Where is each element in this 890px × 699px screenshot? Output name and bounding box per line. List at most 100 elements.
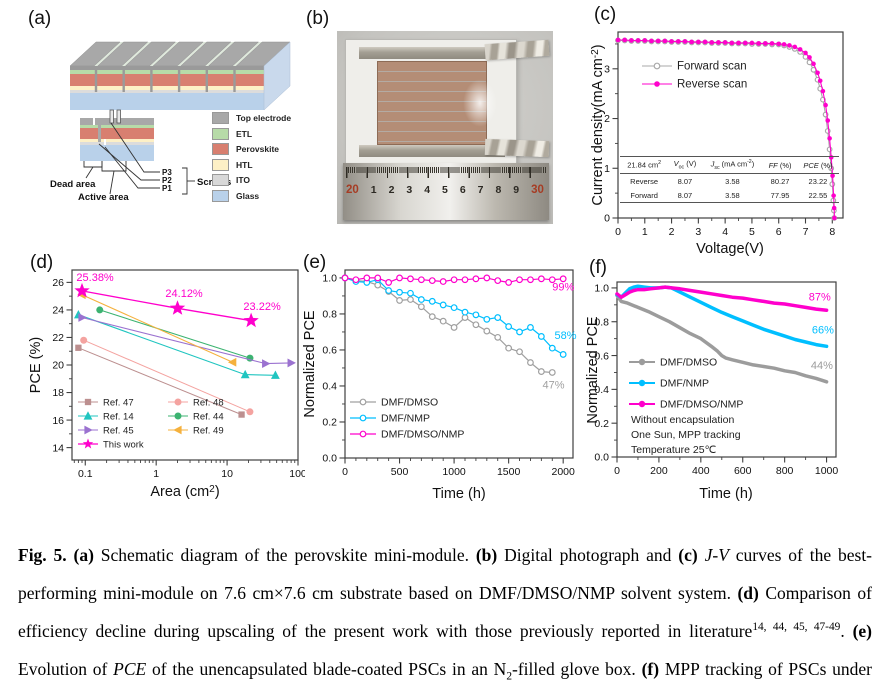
svg-text:20: 20 (52, 360, 64, 372)
panel-c-jv-chart: 0 1 2 3 4 5 6 7 8 0 1 2 3 Voltage(V) Current density(m… (590, 0, 890, 262)
svg-text:6: 6 (776, 226, 782, 238)
svg-text:25.38%: 25.38% (76, 272, 114, 284)
ruler-number: 9 (513, 184, 520, 196)
svg-text:500: 500 (391, 466, 409, 478)
jv-parameters-table: 21.84 cm2 Voc (V) Jsc (mA cm-2) FF (%) P… (620, 156, 839, 203)
p2-label: P2 (162, 176, 172, 185)
svg-text:0: 0 (615, 226, 621, 238)
svg-text:0.1: 0.1 (78, 468, 93, 480)
svg-text:0.0: 0.0 (322, 453, 337, 465)
top-foil-tab (484, 39, 550, 61)
panel-d-upscaling-chart: 0.1 1 10 100 14 16 18 20 22 24 26 Area (cm2) PCE (%)… (20, 250, 305, 508)
svg-text:3: 3 (604, 64, 610, 76)
layer-label: ITO (236, 175, 251, 185)
svg-text:Ref. 47: Ref. 47 (103, 398, 134, 409)
layer-color-swatch (212, 158, 229, 171)
svg-text:10: 10 (221, 468, 233, 480)
svg-text:3: 3 (695, 226, 701, 238)
stability-chart-svg: 0 500 1000 1500 2000 0.0 0.2 0.4 0.6 0.8 1.0 Time (… (302, 269, 577, 502)
layer-legend-item: Glass (212, 189, 291, 202)
jv-row-reverse: Reverse 8.07 3.58 80.27 23.22 (630, 176, 828, 186)
annotation-lines (83, 122, 195, 195)
panel-f-mpp-chart: 0 200 400 600 800 1000 0.0 0.2 0.4 0.6 0.8 1.0 Time … (585, 250, 890, 508)
layer-label: Glass (236, 190, 260, 201)
svg-text:1: 1 (153, 468, 159, 480)
layer-legend-item: Top electrode (212, 112, 291, 124)
svg-text:24: 24 (52, 305, 64, 317)
svg-text:DMF/DMSO/NMP: DMF/DMSO/NMP (381, 429, 464, 441)
jv-col-pce: PCE (%) (796, 156, 839, 174)
layer-label: Perovskite (236, 144, 279, 154)
note-line-2: One Sun, MPP tracking (631, 429, 741, 441)
svg-text:Forward scan: Forward scan (677, 61, 747, 73)
module-3d-schematic: Dead area Active area P3 P2 P1 Scribes (50, 41, 291, 203)
svg-text:Reverse scan: Reverse scan (677, 79, 747, 91)
ruler-number: 8 (495, 184, 502, 196)
ruler-number: 7 (477, 184, 484, 196)
svg-text:22: 22 (52, 332, 64, 344)
bottom-foil-tab (484, 138, 550, 158)
jv-col-jsc: Jsc (mA cm-2) (701, 156, 764, 174)
ruler-number: 1 (370, 184, 377, 196)
light-reflection (463, 79, 497, 127)
jv-chart-svg: 0 1 2 3 4 5 6 7 8 0 1 2 3 Voltage(V) Current density(m… (590, 31, 844, 257)
upscaling-chart-svg: 0.1 1 10 100 14 16 18 20 22 24 26 Area (cm2) PCE (%)… (28, 269, 305, 500)
top-contact-strip (359, 47, 505, 59)
panel-a: Dead area Active area P3 P2 P1 Scribes T… (14, 6, 306, 246)
scribe-lines (94, 68, 236, 92)
panel-e-stability-chart: 0 500 1000 1500 2000 0.0 0.2 0.4 0.6 0.8 1.0 Time (… (300, 250, 590, 508)
svg-text:1000: 1000 (442, 466, 466, 478)
svg-text:DMF/DMSO/NMP: DMF/DMSO/NMP (660, 399, 743, 411)
svg-text:44%: 44% (811, 360, 833, 372)
layer-label: ETL (236, 128, 253, 139)
svg-text:1500: 1500 (497, 466, 521, 478)
layer-label: Top electrode (236, 113, 292, 123)
layer-legend-item: Perovskite (212, 143, 291, 155)
svg-text:Voltage(V): Voltage(V) (696, 241, 764, 257)
cross-section-inset (80, 109, 154, 161)
svg-text:58%: 58% (554, 330, 576, 342)
svg-text:2000: 2000 (552, 466, 576, 478)
svg-text:18: 18 (52, 387, 64, 399)
layer-color-swatch (212, 174, 229, 186)
ruler-number: 30 (531, 184, 544, 196)
svg-text:16: 16 (52, 415, 64, 427)
panel-f-label: (f) (589, 257, 607, 278)
svg-text:This work: This work (103, 440, 144, 451)
layer-legend-item: ITO (212, 174, 291, 186)
svg-text:0: 0 (604, 213, 610, 225)
svg-text:DMF/NMP: DMF/NMP (660, 378, 709, 390)
layer-color-swatch (212, 112, 229, 124)
svg-text:2: 2 (669, 226, 675, 238)
svg-text:0.4: 0.4 (594, 384, 609, 396)
svg-text:Time (h): Time (h) (699, 486, 752, 502)
ruler-number: 5 (442, 184, 448, 196)
svg-text:400: 400 (692, 465, 710, 477)
mpp-conditions-note: Without encapsulation One Sun, MPP track… (631, 413, 741, 458)
layer-legend-item: ETL (212, 127, 291, 140)
dead-area-label: Dead area (50, 179, 96, 190)
svg-text:Time (h): Time (h) (432, 486, 485, 502)
svg-text:1: 1 (604, 163, 610, 175)
svg-text:Normalized PCE: Normalized PCE (302, 310, 318, 417)
module-side-face (263, 41, 291, 111)
svg-text:2: 2 (604, 113, 610, 125)
module-front-layers (70, 66, 264, 110)
svg-text:0.4: 0.4 (322, 381, 337, 393)
svg-text:23.22%: 23.22% (243, 301, 281, 313)
svg-text:14: 14 (52, 442, 64, 454)
svg-text:0.6: 0.6 (322, 345, 337, 357)
ruler-numbers: 20 1 2 3 4 5 6 7 8 9 30 (346, 184, 544, 196)
svg-text:DMF/DMSO: DMF/DMSO (381, 397, 438, 409)
svg-text:26: 26 (52, 277, 64, 289)
svg-text:Current density(mA cm-2): Current density(mA cm-2) (590, 44, 606, 205)
svg-text:5: 5 (749, 226, 755, 238)
panel-e-label: (e) (303, 252, 327, 273)
svg-text:87%: 87% (809, 292, 831, 304)
svg-text:66%: 66% (812, 325, 834, 337)
svg-text:8: 8 (829, 226, 835, 238)
note-line-1: Without encapsulation (631, 414, 735, 426)
svg-text:0: 0 (614, 465, 620, 477)
bottom-contact-strip (359, 145, 505, 157)
svg-text:Area (cm2): Area (cm2) (150, 484, 219, 500)
